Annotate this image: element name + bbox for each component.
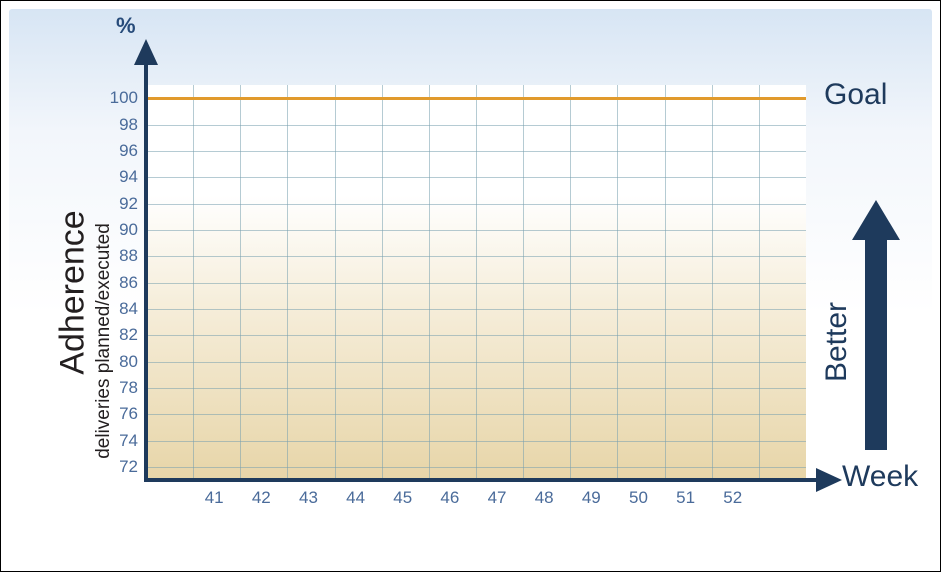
chart-title: Adherence (54, 210, 93, 374)
adherence-chart: 7274767880828486889092949698100414243444… (9, 9, 932, 563)
outer-frame: 7274767880828486889092949698100414243444… (0, 0, 941, 572)
x-axis-label: Week (842, 460, 918, 494)
better-label: Better (820, 302, 854, 382)
chart-subtitle: deliveries planned/executed (93, 223, 115, 459)
y-unit-label: % (116, 13, 136, 39)
axes-svg (9, 9, 934, 565)
chart-panel: 7274767880828486889092949698100414243444… (9, 9, 932, 563)
goal-label: Goal (824, 78, 887, 112)
